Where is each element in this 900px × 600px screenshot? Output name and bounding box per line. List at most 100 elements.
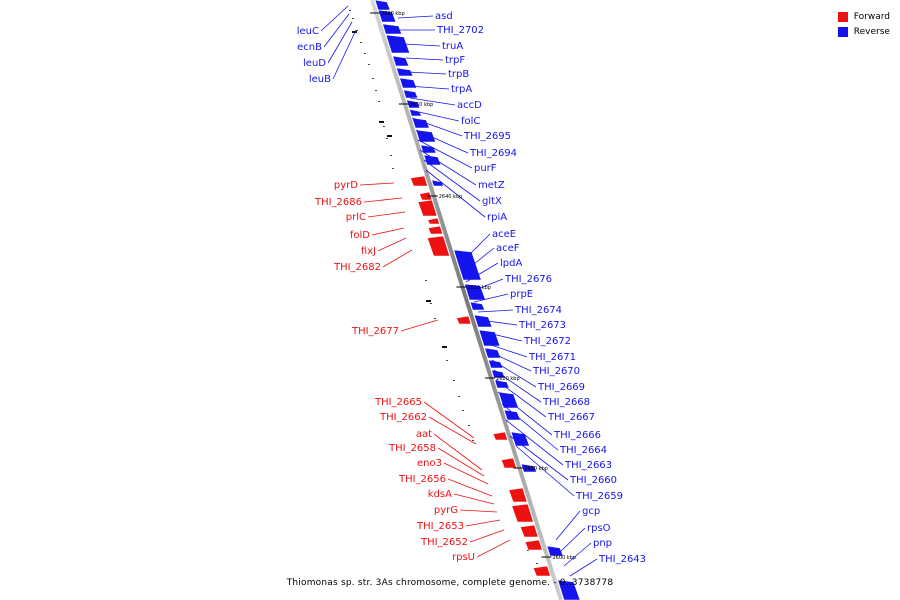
gene-label-thi_2659: THI_2659 <box>575 491 623 502</box>
forward-gene-block <box>524 539 543 551</box>
leader-line <box>425 169 486 218</box>
leader-line <box>501 403 559 451</box>
gene-label-thi_2673: THI_2673 <box>518 320 566 331</box>
leader-line <box>469 278 504 293</box>
marker-dot <box>349 10 351 11</box>
gene-blocks-layer <box>374 0 581 600</box>
gene-label-purf: purF <box>474 163 497 174</box>
reverse-label: Reverse <box>853 26 890 37</box>
forward-gene-block <box>492 431 509 441</box>
leader-line <box>411 117 463 137</box>
forward-gene-block <box>519 524 539 538</box>
forward-gene-block <box>500 457 517 469</box>
reverse-swatch <box>837 26 848 37</box>
gene-label-trpb: trpB <box>448 69 469 80</box>
gene-label-thi_2662: THI_2662 <box>379 412 427 423</box>
reverse-gene-block <box>473 314 493 328</box>
leader-line <box>377 237 407 252</box>
gene-label-thi_2653: THI_2653 <box>416 521 464 532</box>
leader-line <box>323 13 350 48</box>
kbp-tick-label: 2620 kbp <box>496 376 520 382</box>
leader-line <box>459 509 498 513</box>
forward-gene-block <box>417 199 438 217</box>
gene-label-fixj: fixJ <box>361 246 376 257</box>
gene-label-gcp: gcp <box>582 506 600 517</box>
reverse-gene-block <box>431 179 445 187</box>
kbp-tick-label: 2660 kbp <box>381 11 405 17</box>
gene-label-thi_2658: THI_2658 <box>388 443 436 454</box>
leader-line <box>405 57 444 61</box>
gene-label-gltx: gltX <box>482 196 502 207</box>
leader-line <box>559 527 586 553</box>
reverse-gene-block <box>385 34 411 54</box>
gene-label-metz: metZ <box>478 180 505 191</box>
leader-line <box>495 379 547 418</box>
gene-label-thi_2674: THI_2674 <box>514 305 562 316</box>
gene-label-thi_2682: THI_2682 <box>333 262 381 273</box>
gene-label-kdsa: kdsA <box>428 489 452 500</box>
leader-line <box>476 539 511 558</box>
gene-label-thi_2668: THI_2668 <box>542 397 590 408</box>
gene-label-accd: accD <box>457 100 482 111</box>
gene-label-asd: asd <box>435 11 453 22</box>
reverse-gene-block <box>415 129 437 143</box>
marker-dot <box>360 42 362 43</box>
gene-label-leud: leuD <box>303 58 326 69</box>
leader-line <box>406 71 447 75</box>
marker-dash <box>352 31 357 33</box>
reverse-gene-block <box>487 359 504 369</box>
leader-line <box>477 309 514 313</box>
kbp-tick-label: 2630 kbp <box>467 285 491 291</box>
leader-line <box>465 519 501 527</box>
reverse-gene-block <box>503 409 521 421</box>
marker-dash <box>426 300 431 302</box>
gene-label-thi_2686: THI_2686 <box>314 197 362 208</box>
leader-line <box>469 529 505 543</box>
leader-line <box>400 319 439 332</box>
leader-line <box>417 139 473 169</box>
reverse-gene-block <box>374 0 391 11</box>
marker-dot <box>536 563 538 564</box>
leader-line <box>487 343 528 358</box>
leader-line <box>563 542 592 567</box>
marker-dot <box>453 380 455 381</box>
forward-gene-block <box>410 175 428 187</box>
gene-labels-layer: leuC ecnB leuD leuB pyrD THI_2686 prlC folD fixJ… <box>297 11 646 565</box>
gene-label-thi_2652: THI_2652 <box>420 537 468 548</box>
reverse-gene-block <box>510 431 530 447</box>
leader-line <box>489 351 532 372</box>
forward-gene-block <box>426 235 451 257</box>
marker-dot <box>434 318 436 319</box>
leader-line <box>363 197 403 203</box>
reverse-gene-block <box>469 301 486 311</box>
gene-label-thi_2677: THI_2677 <box>351 326 399 337</box>
gene-label-folc: folC <box>461 116 480 127</box>
gene-label-pnp: pnp <box>593 538 612 549</box>
gene-label-aat: aat <box>416 429 432 440</box>
gene-label-thi_2656: THI_2656 <box>398 474 446 485</box>
leader-line <box>509 435 569 481</box>
marker-dot <box>462 410 464 411</box>
marker-dot <box>390 155 392 156</box>
forward-gene-block <box>511 503 534 523</box>
reverse-gene-block <box>406 99 421 109</box>
reverse-gene-block <box>546 545 564 557</box>
reverse-gene-block <box>453 249 482 281</box>
leader-line <box>415 129 469 154</box>
gene-label-thi_2702: THI_2702 <box>436 25 484 36</box>
marker-dot <box>458 396 460 397</box>
leader-line <box>332 29 357 80</box>
leader-line <box>382 249 413 268</box>
genome-caption: Thiomonas sp. str. 3As chromosome, compl… <box>286 578 614 588</box>
leader-line <box>515 445 575 497</box>
marker-dot <box>386 138 388 139</box>
gene-label-acef: aceF <box>496 243 520 254</box>
reverse-gene-block <box>520 463 538 473</box>
kbp-tick-label: 2600 kbp <box>552 555 576 561</box>
forward-swatch <box>837 11 848 22</box>
gene-label-trua: truA <box>442 41 463 52</box>
reverse-gene-block <box>557 579 581 600</box>
forward-gene-block <box>427 225 444 235</box>
marker-dot <box>468 425 470 426</box>
